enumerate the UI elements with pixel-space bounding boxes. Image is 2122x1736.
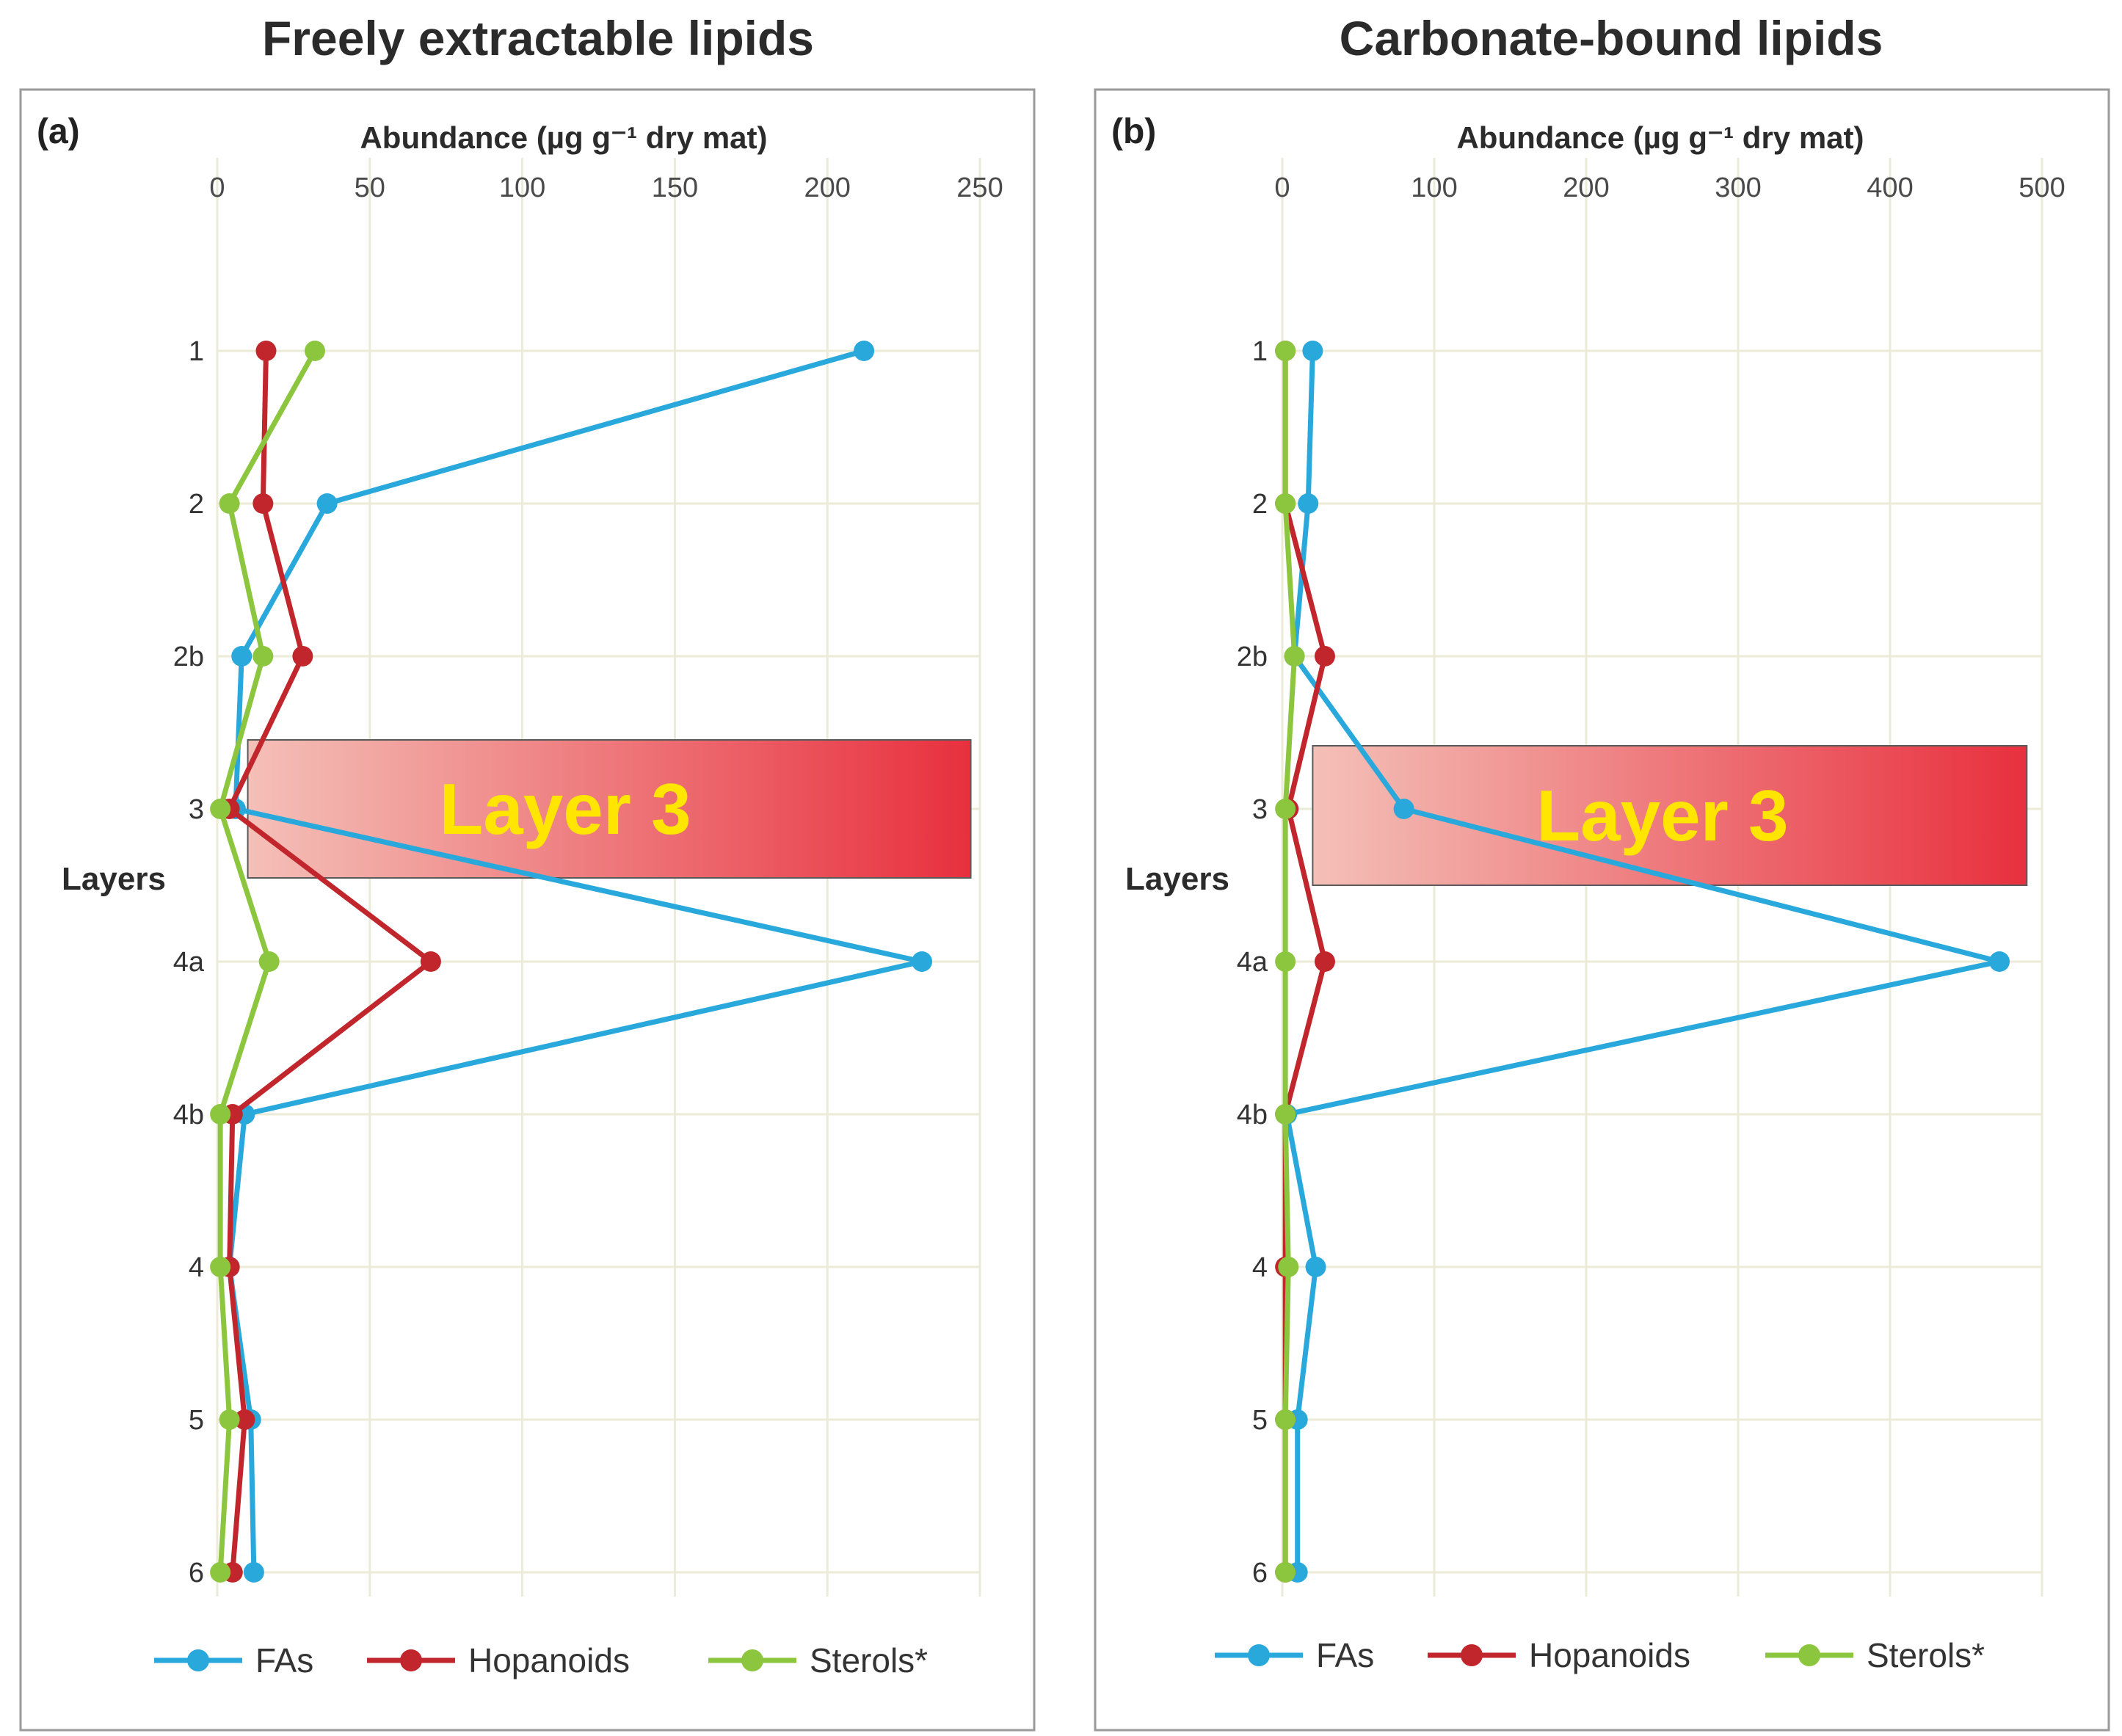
panel-a-y-tick-label: 2b bbox=[173, 642, 204, 672]
panel-a-series-sterols-point bbox=[210, 799, 231, 819]
panel-b-series-fas-point bbox=[1989, 951, 2010, 972]
panel-b-series-sterols-point bbox=[1275, 951, 1296, 972]
panel-b-y-tick-label: 2 bbox=[1252, 489, 1268, 520]
panel-a-legend-label: Hopanoids bbox=[468, 1641, 630, 1679]
panel-a-y-tick-label: 5 bbox=[189, 1405, 204, 1436]
panel-b-y-tick-label: 2b bbox=[1237, 642, 1268, 672]
panel-a-x-tick-label: 50 bbox=[355, 172, 385, 203]
panel-a-x-tick-label: 250 bbox=[956, 172, 1003, 203]
panel-b-series-fas-point bbox=[1302, 341, 1323, 361]
panel-b-x-axis-title: Abundance (µg g⁻¹ dry mat) bbox=[1456, 120, 1864, 155]
panel-a-series-hopanoids-point bbox=[292, 646, 313, 667]
panel-a-series-sterols-point bbox=[210, 1257, 231, 1277]
panel-a-y-tick-label: 2 bbox=[189, 489, 204, 520]
panel-a-chart: 0 50 100 150 200 250 1 2 2b 3 4a 4b 4 5 6 (a) Abundance … bbox=[19, 88, 1036, 1732]
panel-a-x-tick-label: 200 bbox=[804, 172, 850, 203]
panel-b-y-tick-label: 6 bbox=[1252, 1558, 1268, 1588]
panel-a-y-tick-label: 4 bbox=[189, 1252, 204, 1283]
panel-a-x-tick-label: 0 bbox=[209, 172, 225, 203]
panel-b-series-sterols-point bbox=[1275, 341, 1296, 361]
panel-b-label: (b) bbox=[1111, 112, 1156, 151]
panel-a-legend-label: FAs bbox=[255, 1641, 313, 1679]
panel-a-y-tick-label: 1 bbox=[189, 336, 204, 367]
panel-a-y-tick-label: 6 bbox=[189, 1558, 204, 1588]
panel-b-frame bbox=[1094, 88, 2110, 1732]
panel-b-series-hopanoids-point bbox=[1314, 646, 1335, 667]
panel-a-series-sterols-point bbox=[210, 1562, 231, 1583]
panel-b-title: Carbonate-bound lipids bbox=[1339, 11, 1883, 65]
panel-a-series-sterols-point bbox=[210, 1104, 231, 1125]
panel-b-series-sterols-point bbox=[1275, 1104, 1296, 1125]
panel-b-x-tick-label: 400 bbox=[1867, 172, 1913, 203]
panel-b-legend-marker bbox=[1248, 1644, 1270, 1666]
panel-a-series-sterols-point bbox=[219, 493, 240, 514]
panel-b-y-tick-label: 4 bbox=[1252, 1252, 1268, 1283]
panel-b-y-tick-label: 4a bbox=[1237, 947, 1268, 978]
panel-a-series-fas-point bbox=[231, 646, 252, 667]
panel-a-series-sterols-point bbox=[252, 646, 274, 667]
panel-b-x-tick-label: 300 bbox=[1715, 172, 1761, 203]
panel-b-x-tick-label: 500 bbox=[2019, 172, 2065, 203]
panel-a-series-fas-point bbox=[912, 951, 933, 972]
panel-b-series-sterols-point bbox=[1275, 493, 1296, 514]
panel-b-x-tick-label: 100 bbox=[1411, 172, 1457, 203]
panel-b-series-sterols-point bbox=[1275, 1562, 1296, 1583]
panel-a-y-tick-label: 4b bbox=[173, 1100, 204, 1130]
panel-b-y-tick-label: 4b bbox=[1237, 1100, 1268, 1130]
panel-a-legend-marker bbox=[400, 1649, 422, 1671]
panel-a-label: (a) bbox=[37, 112, 80, 151]
panel-a-legend-marker bbox=[187, 1649, 209, 1671]
panel-a-x-tick-label: 100 bbox=[499, 172, 545, 203]
panel-b-x-tick-label: 0 bbox=[1274, 172, 1290, 203]
panel-b-series-sterols-point bbox=[1284, 646, 1305, 667]
panel-a-series-hopanoids-point bbox=[255, 341, 277, 361]
panel-a-series-fas-point bbox=[854, 341, 875, 361]
panel-b-layer3-label: Layer 3 bbox=[1536, 775, 1788, 856]
panel-b-series-sterols-point bbox=[1278, 1257, 1299, 1277]
panel-a-title: Freely extractable lipids bbox=[261, 11, 814, 65]
panel-b-legend-marker bbox=[1798, 1644, 1820, 1666]
panel-b-series-hopanoids-point bbox=[1314, 951, 1335, 972]
panel-b-y-tick-label: 1 bbox=[1252, 336, 1268, 367]
panel-a-series-sterols-point bbox=[258, 951, 280, 972]
panel-a-x-axis-title: Abundance (µg g⁻¹ dry mat) bbox=[360, 120, 767, 155]
panel-a-series-hopanoids-point bbox=[420, 951, 441, 972]
panel-a-legend-marker bbox=[741, 1649, 763, 1671]
panel-b-series-fas-point bbox=[1393, 799, 1414, 819]
panel-a-frame bbox=[19, 88, 1036, 1732]
panel-b-series-sterols-point bbox=[1275, 799, 1296, 819]
panel-b-legend-label: Sterols* bbox=[1867, 1636, 1985, 1674]
panel-a-layer3-band bbox=[247, 739, 972, 879]
panel-b-x-tick-label: 200 bbox=[1563, 172, 1609, 203]
panel-b-chart: 0 100 200 300 400 500 1 2 2b 3 4a 4b 4 5 6 (b) Abundance… bbox=[1094, 88, 2110, 1732]
panel-b-series-fas-point bbox=[1298, 493, 1319, 514]
panel-b-legend-marker bbox=[1461, 1644, 1483, 1666]
panel-a-x-tick-label: 150 bbox=[652, 172, 698, 203]
panel-a-y-tick-label: 3 bbox=[189, 794, 204, 825]
panel-b-series-fas-point bbox=[1305, 1257, 1326, 1277]
panel-a-y-tick-label: 4a bbox=[173, 947, 205, 978]
panel-b-y-axis-title: Layers bbox=[1125, 861, 1229, 897]
panel-b-legend-label: FAs bbox=[1316, 1636, 1374, 1674]
panel-b-series-sterols-point bbox=[1275, 1409, 1296, 1430]
panel-a-series-sterols-point bbox=[219, 1409, 240, 1430]
panel-a-series-sterols-point bbox=[304, 341, 325, 361]
panel-a-layer3-label: Layer 3 bbox=[439, 769, 691, 849]
panel-b-y-tick-label: 5 bbox=[1252, 1405, 1268, 1436]
panel-a-y-axis-title: Layers bbox=[62, 861, 166, 897]
panel-b-y-tick-label: 3 bbox=[1252, 794, 1268, 825]
panel-a-legend-label: Sterols* bbox=[810, 1641, 928, 1679]
panel-b-legend-label: Hopanoids bbox=[1529, 1636, 1690, 1674]
panel-a-series-hopanoids-point bbox=[234, 1409, 255, 1430]
panel-a-series-fas-point bbox=[316, 493, 338, 514]
panel-a-series-fas-point bbox=[243, 1562, 264, 1583]
panel-a-series-hopanoids-point bbox=[252, 493, 274, 514]
